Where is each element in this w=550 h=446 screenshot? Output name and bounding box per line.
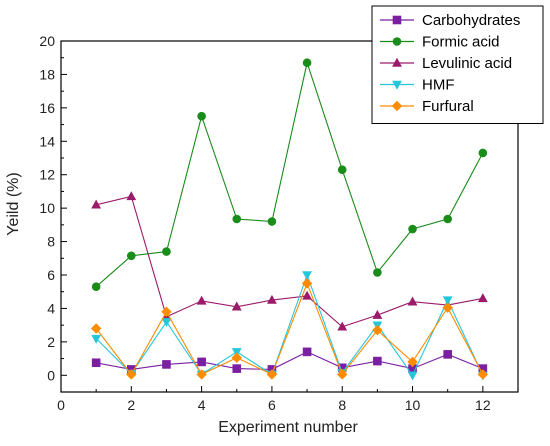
line-formic-acid <box>95 60 484 288</box>
line-levulinic-acid <box>96 195 483 328</box>
x-tick-label: 12 <box>475 397 491 413</box>
point-formic-acid <box>443 214 452 224</box>
point-carbohydrates <box>373 356 382 366</box>
point-formic-acid <box>478 148 488 158</box>
point-furfural <box>196 369 207 380</box>
point-levulinic-acid <box>267 294 277 304</box>
point-formic-acid <box>267 217 277 226</box>
y-tick-label: 4 <box>47 300 55 316</box>
point-levulinic-acid <box>407 296 418 306</box>
axes <box>60 40 519 393</box>
point-carbohydrates <box>443 350 452 359</box>
series-formic-acid <box>91 58 488 292</box>
series-furfural <box>90 278 489 380</box>
y-tick-label: 14 <box>39 133 55 149</box>
point-carbohydrates <box>91 358 101 368</box>
legend-marker <box>391 100 403 112</box>
y-tick-label: 12 <box>39 167 55 183</box>
point-furfural <box>231 352 242 363</box>
point-formic-acid <box>127 251 136 261</box>
point-furfural <box>372 324 383 336</box>
x-tick-label: 0 <box>57 397 65 413</box>
x-tick-label: 2 <box>127 397 135 413</box>
point-furfural <box>337 369 348 380</box>
line-hmf <box>95 273 484 377</box>
point-levulinic-acid <box>372 309 383 319</box>
point-formic-acid <box>197 111 206 121</box>
point-furfural <box>477 369 489 380</box>
y-tick-label: 0 <box>47 367 55 383</box>
point-hmf <box>407 371 418 381</box>
y-tick-label: 6 <box>47 267 55 283</box>
y-axis-title: Yeild (%) <box>5 172 22 235</box>
x-tick-label: 4 <box>198 397 206 413</box>
legend-item-hmf: HMF <box>380 77 455 94</box>
series-carbohydrates <box>91 347 488 374</box>
legend-marker <box>392 37 402 46</box>
legend-marker <box>392 57 402 67</box>
y-tick-label: 18 <box>39 66 55 82</box>
legend-label: HMF <box>422 77 455 94</box>
point-carbohydrates <box>302 347 312 357</box>
line-carbohydrates <box>96 351 484 370</box>
point-levulinic-acid <box>302 290 312 300</box>
point-levulinic-acid <box>337 321 348 331</box>
point-levulinic-acid <box>126 191 137 201</box>
point-levulinic-acid <box>196 295 207 305</box>
series-hmf <box>91 271 488 381</box>
x-tick-label: 10 <box>405 397 421 413</box>
point-furfural <box>301 278 313 289</box>
point-formic-acid <box>337 165 347 174</box>
legend-label: Formic acid <box>422 34 500 51</box>
point-furfural <box>407 356 418 368</box>
point-formic-acid <box>91 282 101 292</box>
line-furfural <box>95 281 484 376</box>
y-tick-label: 16 <box>39 100 55 116</box>
y-tick-label: 20 <box>39 33 55 49</box>
y-tick-label: 10 <box>39 200 55 216</box>
point-hmf <box>302 271 312 281</box>
x-axis-title: Experiment number <box>218 419 358 436</box>
point-furfural <box>90 323 102 334</box>
legend-label: Furfural <box>422 98 474 115</box>
legend: Carbohydrates Formic acid Levulinic acid HM… <box>371 5 544 124</box>
point-carbohydrates <box>197 357 206 367</box>
point-hmf <box>231 348 242 358</box>
series-layer <box>90 58 489 381</box>
plot-frame <box>60 40 519 393</box>
y-tick-label: 8 <box>47 234 55 250</box>
point-furfural <box>126 369 137 380</box>
legend-label: Levulinic acid <box>422 55 512 72</box>
point-hmf <box>442 296 453 306</box>
legend-item-carbohydrates: Carbohydrates <box>380 12 520 29</box>
point-hmf <box>161 318 172 328</box>
point-hmf <box>91 334 102 344</box>
point-carbohydrates <box>162 360 171 369</box>
legend-marker <box>392 80 402 90</box>
point-formic-acid <box>373 268 382 277</box>
legend-item-furfural: Furfural <box>380 98 474 115</box>
x-tick-label: 6 <box>268 397 276 413</box>
point-formic-acid <box>162 247 171 256</box>
series-levulinic-acid <box>91 191 488 331</box>
point-levulinic-acid <box>91 199 102 209</box>
point-furfural <box>442 302 453 313</box>
y-tick-label: 2 <box>47 334 55 350</box>
point-levulinic-acid <box>477 293 488 303</box>
point-formic-acid <box>408 224 417 234</box>
legend-label: Carbohydrates <box>422 12 520 29</box>
legend-item-formic-acid: Formic acid <box>380 34 500 51</box>
ticks: 0 2 4 6 8 10 12 0 2 4 6 8 10 12 14 16 18 20 <box>39 33 519 413</box>
point-formic-acid <box>302 58 312 68</box>
point-formic-acid <box>232 214 242 224</box>
legend-item-levulinic-acid: Levulinic acid <box>380 55 512 72</box>
point-furfural <box>266 369 278 380</box>
legend-marker <box>392 15 402 25</box>
point-carbohydrates <box>232 364 242 373</box>
point-furfural <box>161 306 172 317</box>
x-tick-label: 8 <box>338 397 346 413</box>
point-levulinic-acid <box>231 301 242 311</box>
